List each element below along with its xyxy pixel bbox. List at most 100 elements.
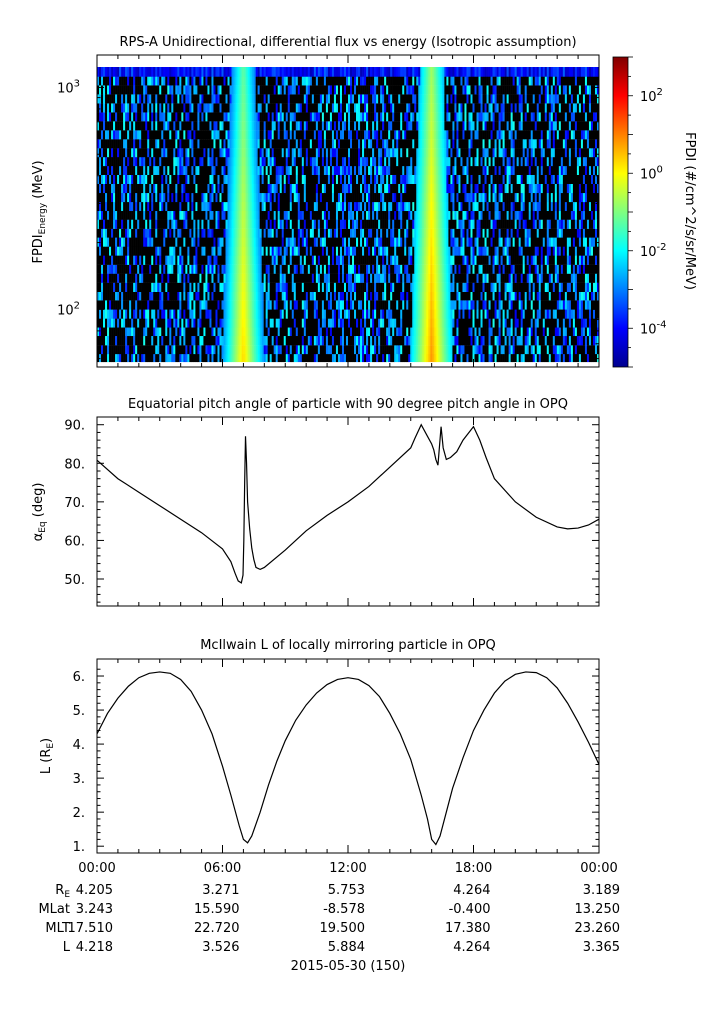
heatmap-cell [203,309,206,319]
heatmap-cell [165,264,168,274]
heatmap-cell [534,228,538,238]
heatmap-cell [237,345,240,355]
heatmap-cell [500,219,503,229]
heatmap-cell [454,183,457,194]
heatmap-cell [295,264,299,274]
heatmap-cell [468,228,471,238]
heatmap-cell [181,353,184,363]
heatmap-cell [518,309,521,319]
heatmap-cell [488,273,491,283]
heatmap-cell [105,353,108,363]
heatmap-cell [271,192,275,203]
heatmap-cell [432,345,435,355]
heatmap-cell [526,183,530,194]
heatmap-cell [542,219,546,229]
heatmap-cell [171,237,174,247]
heatmap-cell [189,255,192,265]
heatmap-cell [478,192,481,203]
heatmap-cell [448,219,451,229]
heatmap-cell [203,318,206,328]
heatmap-cell [289,327,293,337]
heatmap-cell [171,335,174,346]
heatmap-cell [504,327,507,337]
heatmap-cell [213,345,216,355]
heatmap-cell [406,264,409,274]
heatmap-cell [187,291,190,301]
heatmap-cell [179,335,182,346]
heatmap-cell [265,219,268,229]
heatmap-cell [227,219,230,229]
heatmap-cell [257,327,260,337]
heatmap-cell [345,201,349,212]
heatmap-cell [273,264,277,274]
heatmap-cell [147,255,150,265]
heatmap-cell [293,183,297,194]
heatmap-cell [211,282,214,292]
heatmap-cell [341,210,345,220]
heatmap-cell [149,201,152,212]
heatmap-cell [570,318,574,328]
heatmap-cell [173,282,176,292]
heatmap-cell [197,300,200,310]
heatmap-cell [251,327,254,337]
heatmap-cell [476,300,479,310]
heatmap-cell [259,345,262,355]
heatmap-cell [135,282,138,292]
heatmap-cell [360,183,363,194]
heatmap-cell [211,183,214,194]
heatmap-cell [229,345,232,355]
heatmap-cell [309,291,313,301]
heatmap-cell [241,291,244,301]
heatmap-cell [229,237,232,247]
heatmap-cell [275,201,279,212]
heatmap-cell [261,291,264,301]
heatmap-cell [518,300,521,310]
heatmap-cell [171,183,174,194]
heatmap-cell [576,183,580,194]
heatmap-cell [374,309,377,319]
heatmap-cell [187,255,190,265]
heatmap-cell [237,228,240,238]
heatmap-cell [404,282,407,292]
heatmap-cell [97,246,100,256]
heatmap-cell [354,273,357,283]
heatmap-cell [161,237,164,247]
heatmap-cell [420,327,423,337]
heatmap-cell [470,246,473,256]
heatmap-cell [327,183,331,194]
heatmap-cell [125,246,128,256]
heatmap-cell [494,327,497,337]
heatmap-cell [490,273,493,283]
heatmap-cell [436,228,439,238]
heatmap-cell [510,327,513,337]
heatmap-cell [205,282,208,292]
heatmap-cell [438,327,441,337]
heatmap-cell [207,291,210,301]
heatmap-cell [259,183,262,194]
heatmap-cell [243,273,246,283]
heatmap-cell [195,282,198,292]
heatmap-cell [554,264,558,274]
heatmap-cell [592,192,596,203]
heatmap-cell [293,201,297,212]
heatmap-cell [167,237,170,247]
heatmap-cell [259,237,262,247]
heatmap-cell [390,219,393,229]
heatmap-cell [462,237,465,247]
heatmap-cell [490,237,493,247]
heatmap-cell [422,237,425,247]
heatmap-cell [327,353,331,363]
heatmap-cell [382,219,385,229]
heatmap-cell [343,327,347,337]
heatmap-cell [536,345,540,355]
heatmap-cell [448,335,451,346]
heatmap-cell [245,335,248,346]
heatmap-cell [360,318,363,328]
heatmap-cell [267,246,270,256]
heatmap-cell [364,264,367,274]
heatmap-cell [209,335,212,346]
heatmap-cell [273,192,277,203]
heatmap-cell [169,345,172,355]
heatmap-cell [514,318,517,328]
heatmap-cell [358,353,361,363]
